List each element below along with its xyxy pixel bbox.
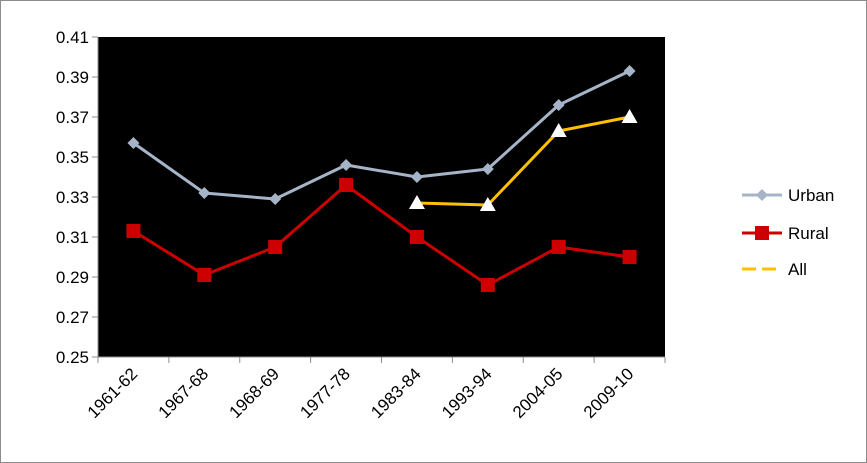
data-point-urban	[340, 159, 353, 171]
legend-marker-urban	[756, 189, 768, 201]
data-point-rural	[268, 240, 283, 254]
data-point-urban	[623, 65, 636, 77]
x-tick-label: 1967-68	[155, 364, 213, 422]
data-point-urban	[552, 99, 565, 111]
y-tick-label: 0.37	[56, 108, 89, 127]
data-point-rural	[339, 178, 354, 192]
x-tick-labels: 1961-62 1967-68 1968-69 1977-78 1983-84 1993-…	[84, 364, 638, 422]
y-tick-label: 0.33	[56, 188, 89, 207]
y-tick-label: 0.27	[56, 308, 89, 327]
data-point-urban	[410, 171, 423, 183]
data-point-rural	[197, 268, 212, 282]
series-line-all	[416, 115, 630, 207]
legend-marker-rural	[755, 226, 769, 240]
y-tick-label: 0.41	[56, 28, 89, 47]
data-point-all	[550, 123, 567, 137]
legend-label-rural: Rural	[788, 224, 829, 243]
y-tick-label: 0.39	[56, 68, 89, 87]
legend: Urban Rural All	[742, 186, 834, 279]
data-point-urban	[481, 163, 494, 175]
data-point-urban	[127, 137, 140, 149]
plot-area	[98, 37, 665, 357]
x-tick-label: 1961-62	[84, 364, 142, 422]
series-lines	[132, 69, 631, 287]
legend-label-urban: Urban	[788, 186, 834, 205]
y-tick-labels: 0.25 0.27 0.29 0.31 0.33 0.35 0.37 0.39 0.41	[56, 28, 89, 367]
data-point-urban	[198, 187, 211, 199]
data-point-all	[479, 197, 496, 211]
data-point-rural	[622, 250, 637, 264]
x-tick-label: 1977-78	[296, 364, 354, 422]
series-markers	[126, 65, 638, 292]
data-point-all	[621, 109, 638, 123]
y-tick-label: 0.25	[56, 348, 89, 367]
x-tick-label: 1983-84	[367, 364, 425, 422]
x-tick-label: 1968-69	[225, 364, 283, 422]
data-point-rural	[551, 240, 566, 254]
series-line-urban	[132, 69, 631, 201]
x-tick-label: 2004-05	[509, 364, 567, 422]
data-point-all	[408, 195, 425, 209]
data-point-rural	[126, 224, 141, 238]
data-point-urban	[269, 193, 282, 205]
series-line-rural	[132, 183, 630, 287]
x-tick-label: 2009-10	[580, 364, 638, 422]
data-point-rural	[480, 278, 495, 292]
x-tick-label: 1993-94	[438, 364, 496, 422]
axes	[92, 36, 666, 363]
data-point-rural	[409, 230, 424, 244]
y-tick-label: 0.31	[56, 228, 89, 247]
y-tick-label: 0.29	[56, 268, 89, 287]
legend-label-all: All	[788, 260, 807, 279]
y-tick-label: 0.35	[56, 148, 89, 167]
